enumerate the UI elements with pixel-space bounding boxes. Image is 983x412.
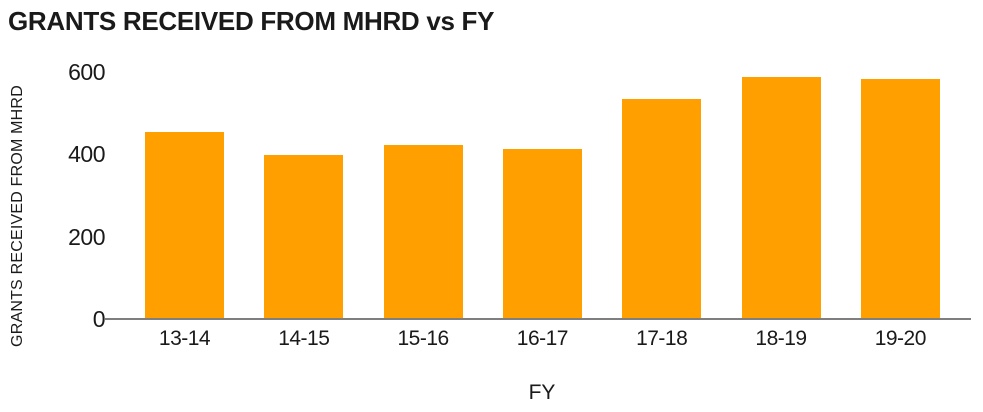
- bar-19-20: [860, 78, 940, 318]
- y-tick-label-200: 200: [68, 223, 105, 250]
- bar-13-14: [145, 132, 224, 318]
- bar-17-18: [622, 99, 702, 318]
- x-tick-label-13-14: 13-14: [158, 327, 211, 350]
- x-tick-label-16-17: 16-17: [516, 327, 569, 350]
- x-tick-label-18-19: 18-19: [755, 327, 807, 350]
- chart-title: GRANTS RECEIVED FROM MHRD vs FY: [8, 6, 495, 36]
- bar-15-16: [383, 144, 463, 318]
- x-tick-label-17-18: 17-18: [636, 327, 688, 350]
- bar-18-19: [741, 76, 821, 318]
- y-tick-label-400: 400: [68, 141, 105, 167]
- y-tick-label-0: 0: [92, 306, 106, 332]
- x-tick-label-15-16: 15-16: [397, 327, 449, 350]
- bar-16-17: [502, 148, 582, 318]
- y-axis-title: GRANTS RECEIVED FROM MHRD: [9, 85, 26, 347]
- x-tick-label-19-20: 19-20: [874, 327, 927, 350]
- y-tick-label-600: 600: [68, 58, 105, 85]
- bar-14-15: [264, 155, 344, 318]
- x-axis-title: FY: [528, 381, 556, 404]
- x-axis-line: [105, 318, 971, 320]
- x-tick-label-14-15: 14-15: [278, 327, 330, 350]
